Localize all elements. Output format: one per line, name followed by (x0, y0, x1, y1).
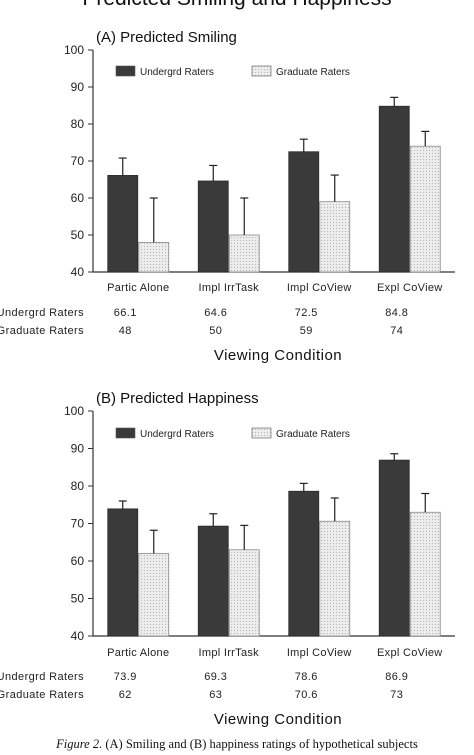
chart-title: (A) Predicted Smiling (96, 29, 237, 46)
bar-graduate (138, 241, 170, 273)
y-tick-label: 70 (71, 154, 85, 168)
panel-b-happiness: (B) Predicted Happiness 40 50 60 70 80 90 100 Un… (0, 390, 455, 728)
bar-graduate (138, 553, 170, 637)
table-cell-value: 74 (390, 325, 403, 337)
table-cell-value: 48 (119, 325, 132, 337)
y-tick-label: 90 (71, 80, 85, 94)
bar-undergrad (378, 105, 410, 273)
x-category-label: Expl CoView (377, 282, 442, 294)
table-cell-value: 63 (209, 689, 222, 701)
bar-graduate (319, 201, 351, 273)
legend-swatch-undergrad (115, 65, 136, 77)
legend-swatch-graduate (251, 427, 272, 439)
legend-label: Graduate Raters (276, 67, 350, 78)
table-row-label: Undergrd Raters (0, 671, 84, 683)
table-cell-value: 84.8 (385, 307, 408, 319)
chart-title: (B) Predicted Happiness (96, 390, 259, 407)
bar-graduate (409, 145, 441, 273)
y-tick-label: 90 (71, 442, 85, 456)
figure-title: Predicted Smiling and Happiness (0, 0, 474, 11)
legend-swatch-undergrad (115, 427, 136, 439)
x-category-label: Impl IrrTask (199, 282, 260, 294)
x-category-label: Partic Alone (107, 282, 169, 294)
caption-lead: Figure 2. (56, 737, 103, 751)
table-row-label: Graduate Raters (0, 325, 84, 337)
table-cell-value: 62 (119, 689, 132, 701)
bar-undergrad (107, 175, 139, 273)
x-category-label: Impl CoView (287, 647, 352, 659)
panel-a-smiling: (A) Predicted Smiling 40 50 60 70 80 90 100 Unde… (0, 29, 455, 364)
table-cell-value: 70.6 (295, 689, 318, 701)
y-tick-label: 80 (71, 117, 85, 131)
legend-label: Undergrd Raters (140, 429, 214, 440)
y-tick-label: 50 (71, 592, 85, 606)
bar-graduate (228, 234, 260, 273)
table-cell-value: 78.6 (295, 671, 318, 683)
y-tick-label: 60 (71, 554, 85, 568)
x-axis-label: Viewing Condition (214, 347, 342, 364)
table-cell-value: 50 (209, 325, 222, 337)
bar-undergrad (378, 459, 410, 637)
y-tick-label: 40 (71, 629, 85, 643)
y-tick-label: 60 (71, 191, 85, 205)
table-cell-value: 73.9 (114, 671, 137, 683)
y-tick-label: 100 (64, 404, 84, 418)
bar-graduate (409, 511, 441, 637)
bar-undergrad (288, 490, 320, 637)
bar-graduate (319, 520, 351, 637)
figure-caption: Figure 2. (A) Smiling and (B) happiness … (0, 737, 474, 752)
x-category-label: Impl IrrTask (199, 647, 260, 659)
bar-undergrad (288, 151, 320, 273)
x-category-label: Impl CoView (287, 282, 352, 294)
bar-undergrad (107, 508, 139, 637)
legend-label: Undergrd Raters (140, 67, 214, 78)
table-cell-value: 59 (300, 325, 313, 337)
bar-undergrad (197, 525, 229, 637)
table-cell-value: 64.6 (204, 307, 227, 319)
bar-undergrad (197, 180, 229, 273)
table-cell-value: 73 (390, 689, 403, 701)
y-tick-label: 40 (71, 265, 85, 279)
table-cell-value: 72.5 (295, 307, 318, 319)
figure-canvas: (A) Predicted Smiling 40 50 60 70 80 90 100 Unde… (0, 29, 455, 728)
table-row-label: Undergrd Raters (0, 307, 84, 319)
table-row-label: Graduate Raters (0, 689, 84, 701)
y-tick-label: 100 (64, 43, 84, 57)
legend-label: Graduate Raters (276, 429, 350, 440)
bar-graduate (228, 549, 260, 637)
caption-text: (A) Smiling and (B) happiness ratings of… (102, 737, 418, 751)
x-category-label: Partic Alone (107, 647, 169, 659)
table-cell-value: 69.3 (204, 671, 227, 683)
x-category-label: Expl CoView (377, 647, 442, 659)
y-tick-label: 50 (71, 228, 85, 242)
y-tick-label: 80 (71, 479, 85, 493)
x-axis-label: Viewing Condition (214, 711, 342, 728)
table-cell-value: 86.9 (385, 671, 408, 683)
legend-swatch-graduate (251, 65, 272, 77)
y-tick-label: 70 (71, 517, 85, 531)
table-cell-value: 66.1 (114, 307, 137, 319)
